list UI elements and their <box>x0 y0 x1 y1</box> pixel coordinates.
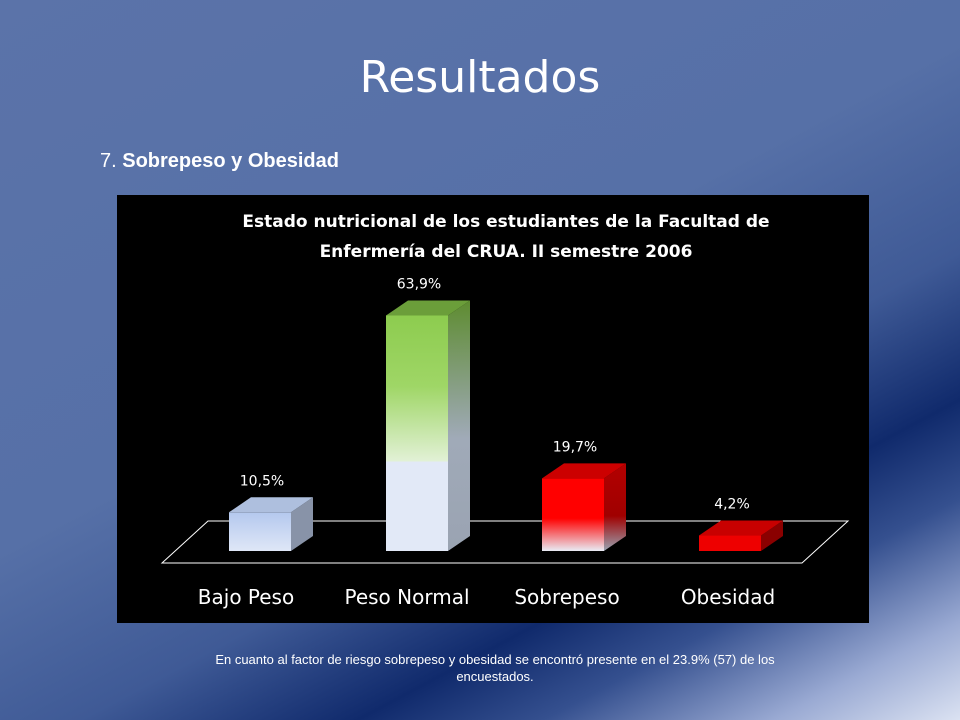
bar-peso-normal <box>386 300 470 551</box>
bar-group <box>229 300 783 551</box>
bar-obesidad <box>699 520 783 551</box>
bar-front-obesidad <box>699 535 761 551</box>
data-label-sobrepeso: 19,7% <box>553 439 597 455</box>
slide-title: Resultados <box>359 52 601 103</box>
category-label-group: Bajo Peso Peso Normal Sobrepeso Obesidad <box>198 585 775 609</box>
section-number: 7. <box>100 150 117 172</box>
bar-front-sobrepeso <box>542 478 604 551</box>
chart-area: Estado nutricional de los estudiantes de… <box>117 195 869 623</box>
category-label-peso-normal: Peso Normal <box>344 585 469 609</box>
slide-caption: En cuanto al factor de riesgo sobrepeso … <box>215 652 775 684</box>
category-label-obesidad: Obesidad <box>681 585 775 609</box>
bar-top-bajo-peso <box>229 497 313 513</box>
data-label-peso-normal: 63,9% <box>397 276 441 292</box>
chart-floor <box>160 520 850 564</box>
data-label-bajo-peso: 10,5% <box>240 473 284 489</box>
bar-side-obesidad <box>761 520 783 551</box>
chart-title-line-1: Estado nutricional de los estudiantes de… <box>242 212 769 232</box>
bar-top-obesidad <box>699 520 783 536</box>
section-heading: 7. Sobrepeso y Obesidad <box>100 150 339 173</box>
bar-front-bajo-peso <box>229 512 291 551</box>
bar-side-bajo-peso <box>291 497 313 551</box>
category-label-bajo-peso: Bajo Peso <box>198 585 294 609</box>
bar-sobrepeso <box>542 463 626 551</box>
data-label-obesidad: 4,2% <box>714 497 750 513</box>
bar-top-peso-normal <box>386 300 470 316</box>
bar-top-sobrepeso <box>542 463 626 479</box>
bar-front-peso-normal <box>386 315 448 551</box>
bar-bajo-peso <box>229 497 313 551</box>
bar-chart: Estado nutricional de los estudiantes de… <box>160 212 850 609</box>
bar-side-peso-normal <box>448 300 470 551</box>
data-label-group: 10,5% 63,9% 19,7% 4,2% <box>240 276 750 512</box>
section-title: Sobrepeso y Obesidad <box>122 150 339 172</box>
category-label-sobrepeso: Sobrepeso <box>514 585 619 609</box>
chart-title-line-2: Enfermería del CRUA. II semestre 2006 <box>320 242 693 262</box>
bar-side-sobrepeso <box>604 463 626 551</box>
